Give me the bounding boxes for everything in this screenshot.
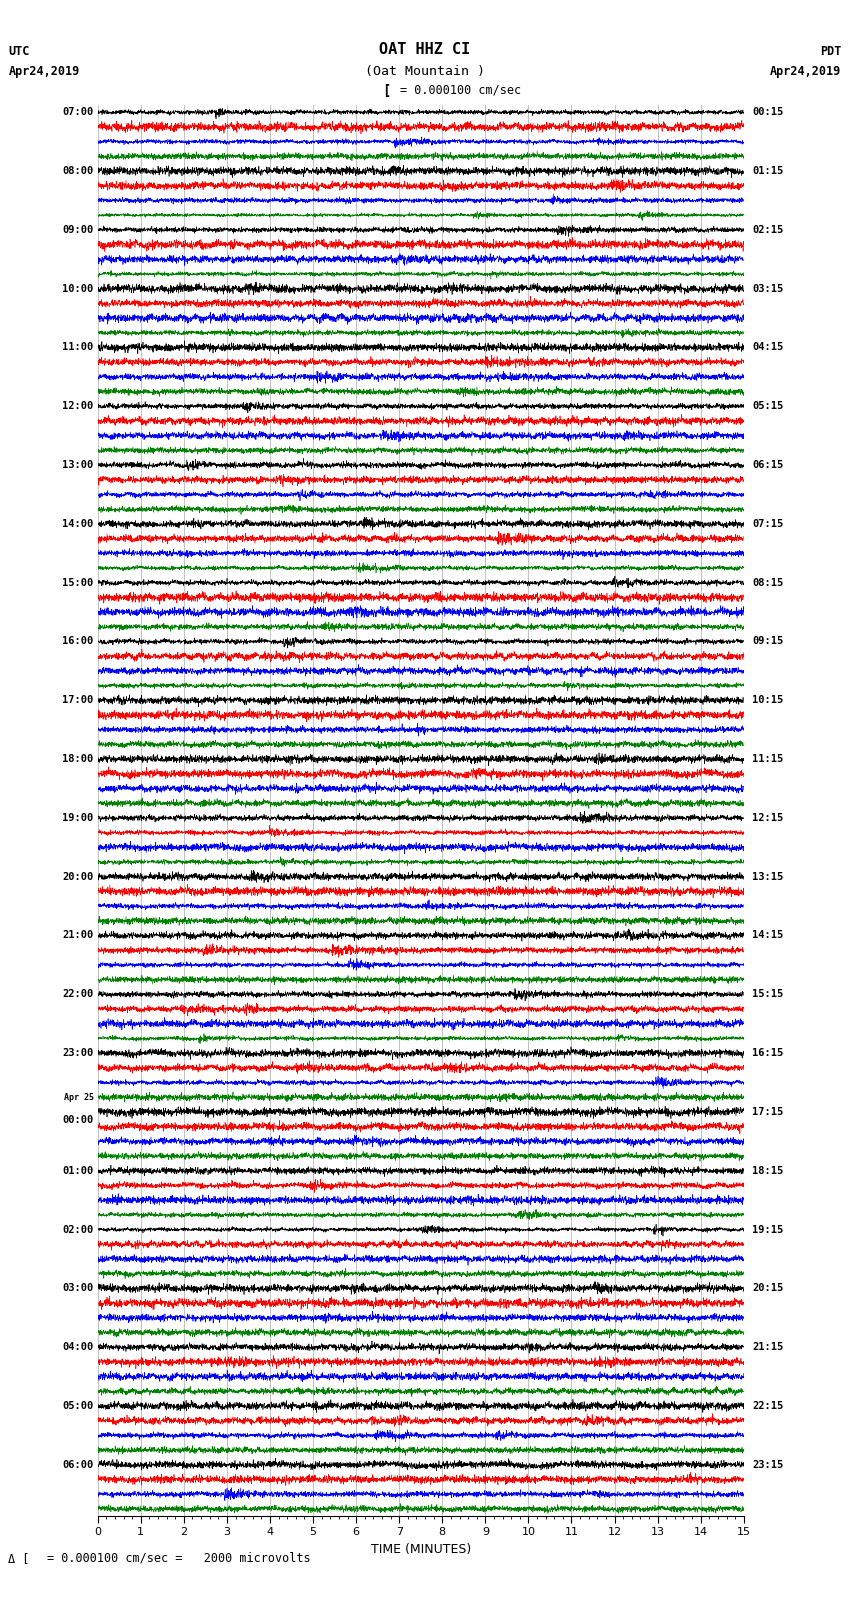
Text: 17:15: 17:15 [752, 1107, 784, 1116]
Text: 09:00: 09:00 [62, 224, 94, 235]
Text: 15:00: 15:00 [62, 577, 94, 587]
Text: 05:15: 05:15 [752, 402, 784, 411]
Text: 10:15: 10:15 [752, 695, 784, 705]
Text: 00:15: 00:15 [752, 106, 784, 118]
Text: 17:00: 17:00 [62, 695, 94, 705]
Text: 03:15: 03:15 [752, 284, 784, 294]
Text: 14:15: 14:15 [752, 931, 784, 940]
Text: 10:00: 10:00 [62, 284, 94, 294]
Text: = 0.000100 cm/sec =   2000 microvolts: = 0.000100 cm/sec = 2000 microvolts [47, 1552, 310, 1565]
Text: 19:15: 19:15 [752, 1224, 784, 1234]
Text: 06:15: 06:15 [752, 460, 784, 469]
Text: 15:15: 15:15 [752, 989, 784, 1000]
Text: 01:15: 01:15 [752, 166, 784, 176]
Text: 07:15: 07:15 [752, 519, 784, 529]
Text: Apr 25: Apr 25 [64, 1094, 94, 1102]
Text: 21:15: 21:15 [752, 1342, 784, 1352]
Text: 08:15: 08:15 [752, 577, 784, 587]
Text: 23:15: 23:15 [752, 1460, 784, 1469]
Text: UTC: UTC [8, 45, 30, 58]
Text: 11:15: 11:15 [752, 753, 784, 765]
Text: (Oat Mountain ): (Oat Mountain ) [365, 65, 485, 77]
Text: 04:15: 04:15 [752, 342, 784, 352]
X-axis label: TIME (MINUTES): TIME (MINUTES) [371, 1544, 471, 1557]
Text: 01:00: 01:00 [62, 1166, 94, 1176]
Text: 19:00: 19:00 [62, 813, 94, 823]
Text: 13:15: 13:15 [752, 871, 784, 882]
Text: 06:00: 06:00 [62, 1460, 94, 1469]
Text: Apr24,2019: Apr24,2019 [770, 65, 842, 77]
Text: PDT: PDT [820, 45, 842, 58]
Text: 12:00: 12:00 [62, 402, 94, 411]
Text: 16:15: 16:15 [752, 1048, 784, 1058]
Text: 16:00: 16:00 [62, 637, 94, 647]
Text: 21:00: 21:00 [62, 931, 94, 940]
Text: [: [ [382, 84, 391, 98]
Text: 20:15: 20:15 [752, 1284, 784, 1294]
Text: 05:00: 05:00 [62, 1402, 94, 1411]
Text: 18:15: 18:15 [752, 1166, 784, 1176]
Text: 04:00: 04:00 [62, 1342, 94, 1352]
Text: 11:00: 11:00 [62, 342, 94, 352]
Text: 12:15: 12:15 [752, 813, 784, 823]
Text: OAT HHZ CI: OAT HHZ CI [379, 42, 471, 56]
Text: = 0.000100 cm/sec: = 0.000100 cm/sec [400, 84, 520, 97]
Text: 14:00: 14:00 [62, 519, 94, 529]
Text: 02:15: 02:15 [752, 224, 784, 235]
Text: 13:00: 13:00 [62, 460, 94, 469]
Text: 07:00: 07:00 [62, 106, 94, 118]
Text: 23:00: 23:00 [62, 1048, 94, 1058]
Text: 03:00: 03:00 [62, 1284, 94, 1294]
Text: 08:00: 08:00 [62, 166, 94, 176]
Text: 00:00: 00:00 [62, 1115, 94, 1126]
Text: Δ [: Δ [ [8, 1552, 30, 1565]
Text: 02:00: 02:00 [62, 1224, 94, 1234]
Text: 22:00: 22:00 [62, 989, 94, 1000]
Text: 18:00: 18:00 [62, 753, 94, 765]
Text: 09:15: 09:15 [752, 637, 784, 647]
Text: Apr24,2019: Apr24,2019 [8, 65, 80, 77]
Text: 22:15: 22:15 [752, 1402, 784, 1411]
Text: 20:00: 20:00 [62, 871, 94, 882]
